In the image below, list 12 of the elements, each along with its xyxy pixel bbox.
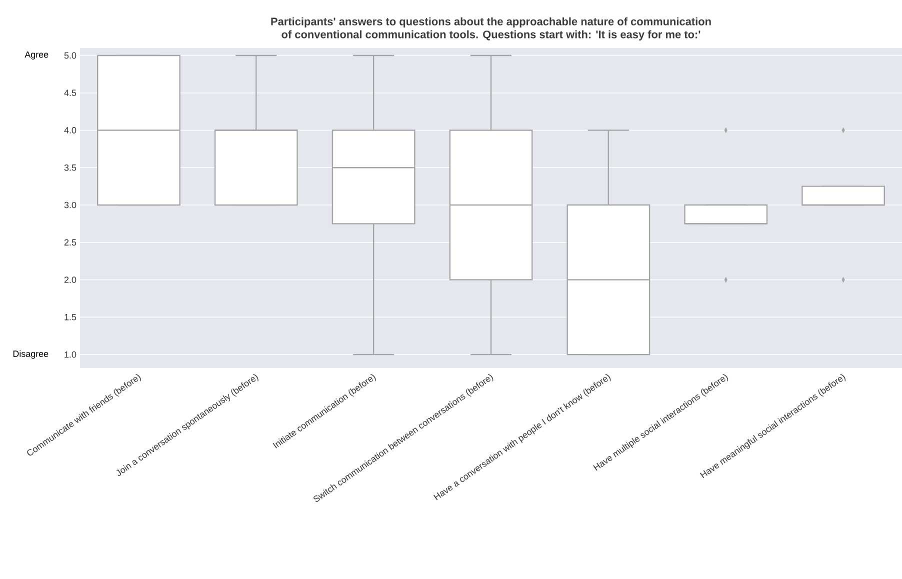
y-tick-label: 5.0 [64,52,76,59]
y-tick-label: 4.0 [64,127,76,134]
text: Agree [24,51,48,60]
y-tick-label: 2.5 [64,239,76,246]
y-tick-label: 3.5 [64,164,76,171]
y-tick-label: 4.5 [64,90,76,96]
chart-title: Participants' answers to questions about the approachable nature of communication of conventional communication tools. Questions start with: 'It is easy for me to:' [271,17,711,40]
y-tick-label: 3.0 [64,202,76,208]
y-tick-label: 1.5 [64,314,76,320]
y-tick-label: 1.0 [64,351,76,358]
y-tick-label: 2.0 [64,276,76,283]
text: Disagree [13,350,48,359]
